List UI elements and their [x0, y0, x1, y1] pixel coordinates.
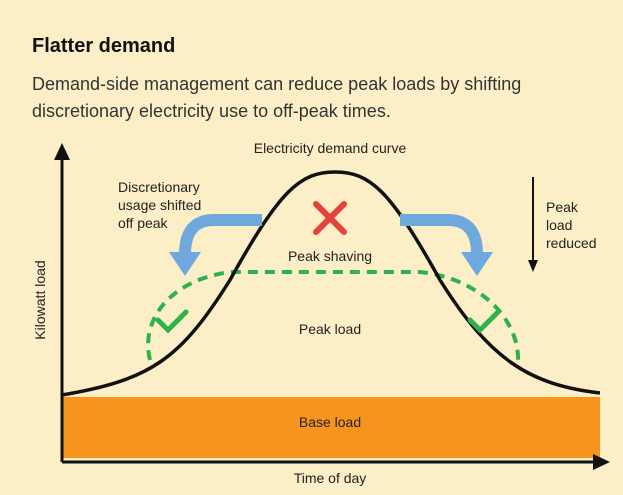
- reduced-label: reduced: [546, 235, 597, 251]
- shift-arrow-head: [461, 252, 493, 276]
- base-load-label: Base load: [299, 414, 361, 430]
- base-load-area: [62, 397, 600, 458]
- shifted-label: off peak: [118, 215, 169, 231]
- subtitle-line: discretionary electricity use to off-pea…: [32, 101, 391, 121]
- y-axis-arrow: [54, 143, 70, 160]
- y-axis-label: Kilowatt load: [32, 260, 48, 339]
- shift-arrow: [400, 214, 483, 253]
- reduce-arrow-head: [528, 260, 538, 272]
- curve-label: Electricity demand curve: [254, 140, 407, 156]
- title: Flatter demand: [32, 35, 175, 57]
- subtitle-line: Demand-side management can reduce peak l…: [32, 74, 521, 94]
- x-axis-label: Time of day: [294, 470, 367, 486]
- peak-shaving-label: Peak shaving: [288, 248, 372, 264]
- cross-mark: [313, 201, 347, 235]
- peak-load-label: Peak load: [299, 321, 361, 337]
- shift-arrow: [179, 214, 262, 253]
- check-mark: [155, 309, 189, 334]
- shifted-label: Discretionary: [118, 179, 200, 195]
- shifted-label: usage shifted: [118, 197, 201, 213]
- check-mark: [467, 309, 501, 334]
- reduced-label: Peak: [546, 199, 579, 215]
- demand-curve: [61, 170, 601, 397]
- reduced-label: load: [546, 217, 572, 233]
- flattened-curve: [146, 270, 521, 363]
- x-axis-arrow: [593, 454, 610, 470]
- shift-arrow-head: [169, 252, 201, 276]
